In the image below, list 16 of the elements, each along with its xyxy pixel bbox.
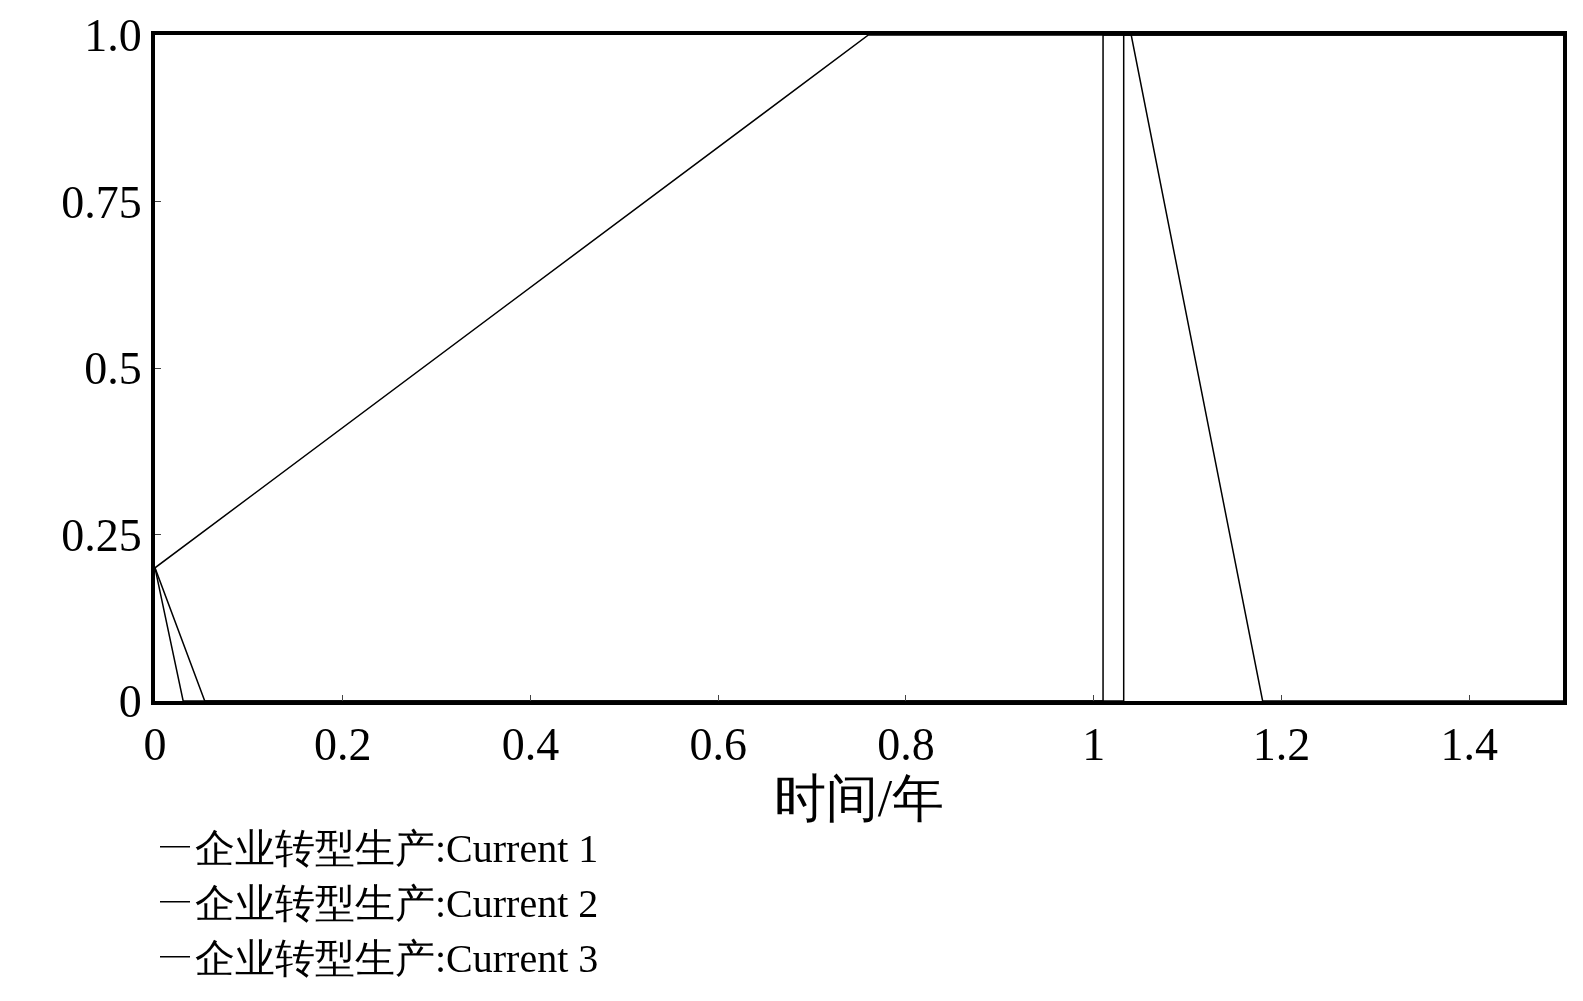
x-tick-label: 1.2 bbox=[1252, 719, 1311, 771]
y-tick-label: 0 bbox=[118, 676, 142, 728]
x-tick-label: 0.4 bbox=[501, 719, 560, 771]
legend-label: 企业转型生产:Current 2 bbox=[195, 881, 599, 927]
x-tick-label: 1 bbox=[1082, 719, 1106, 771]
y-tick-label: 0.75 bbox=[61, 176, 142, 228]
legend-label: 企业转型生产:Current 3 bbox=[195, 936, 599, 982]
x-tick-label: 0.2 bbox=[313, 719, 372, 771]
y-tick-label: 1.0 bbox=[84, 10, 142, 62]
x-tick-label: 1.4 bbox=[1440, 719, 1498, 771]
legend-label: 企业转型生产:Current 1 bbox=[195, 826, 599, 872]
x-tick-label: 0.6 bbox=[689, 719, 747, 771]
x-axis-title: 时间/年 bbox=[773, 770, 945, 828]
x-tick-label: 0.8 bbox=[877, 719, 935, 771]
y-tick-label: 0.5 bbox=[84, 343, 142, 395]
y-tick-label: 0.25 bbox=[61, 509, 142, 561]
